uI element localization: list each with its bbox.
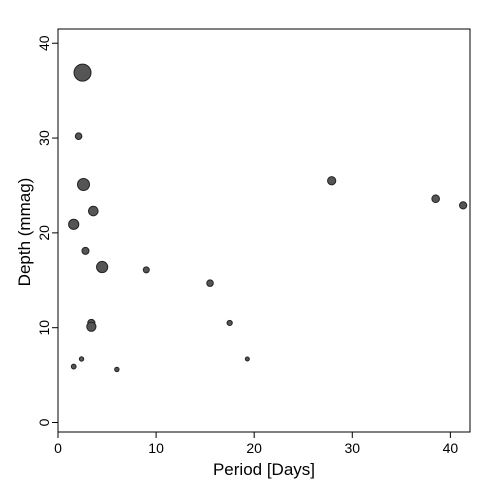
data-point: [73, 63, 92, 82]
data-points: [68, 63, 468, 373]
x-tick-label: 0: [54, 440, 62, 456]
data-point: [206, 279, 214, 287]
data-point: [226, 319, 233, 327]
data-point: [96, 260, 109, 274]
data-point: [114, 366, 120, 373]
data-point: [142, 266, 150, 274]
data-point: [459, 201, 468, 210]
data-point: [244, 356, 250, 362]
y-tick-label: 0: [36, 418, 52, 426]
y-tick-label: 40: [36, 35, 52, 51]
data-point: [74, 132, 83, 140]
data-point: [88, 205, 99, 217]
y-axis: 0 10 20 30 40: [36, 35, 58, 426]
x-axis: 0 10 20 30 40: [54, 432, 458, 456]
y-tick-label: 30: [36, 130, 52, 146]
plot-frame: [57, 28, 471, 433]
data-point: [81, 246, 90, 255]
x-tick-label: 10: [148, 440, 164, 456]
y-tick-label: 10: [36, 320, 52, 336]
y-axis-title: Depth (mmag): [15, 178, 34, 287]
x-tick-label: 40: [443, 440, 459, 456]
x-tick-label: 20: [246, 440, 262, 456]
data-point: [327, 176, 337, 186]
data-point: [70, 363, 77, 370]
data-point: [431, 194, 440, 204]
data-point: [68, 218, 80, 230]
data-point: [77, 178, 91, 192]
x-axis-title: Period [Days]: [213, 460, 315, 479]
data-point: [78, 356, 85, 362]
data-point: [86, 321, 97, 332]
y-tick-label: 20: [36, 225, 52, 241]
x-tick-label: 30: [344, 440, 360, 456]
